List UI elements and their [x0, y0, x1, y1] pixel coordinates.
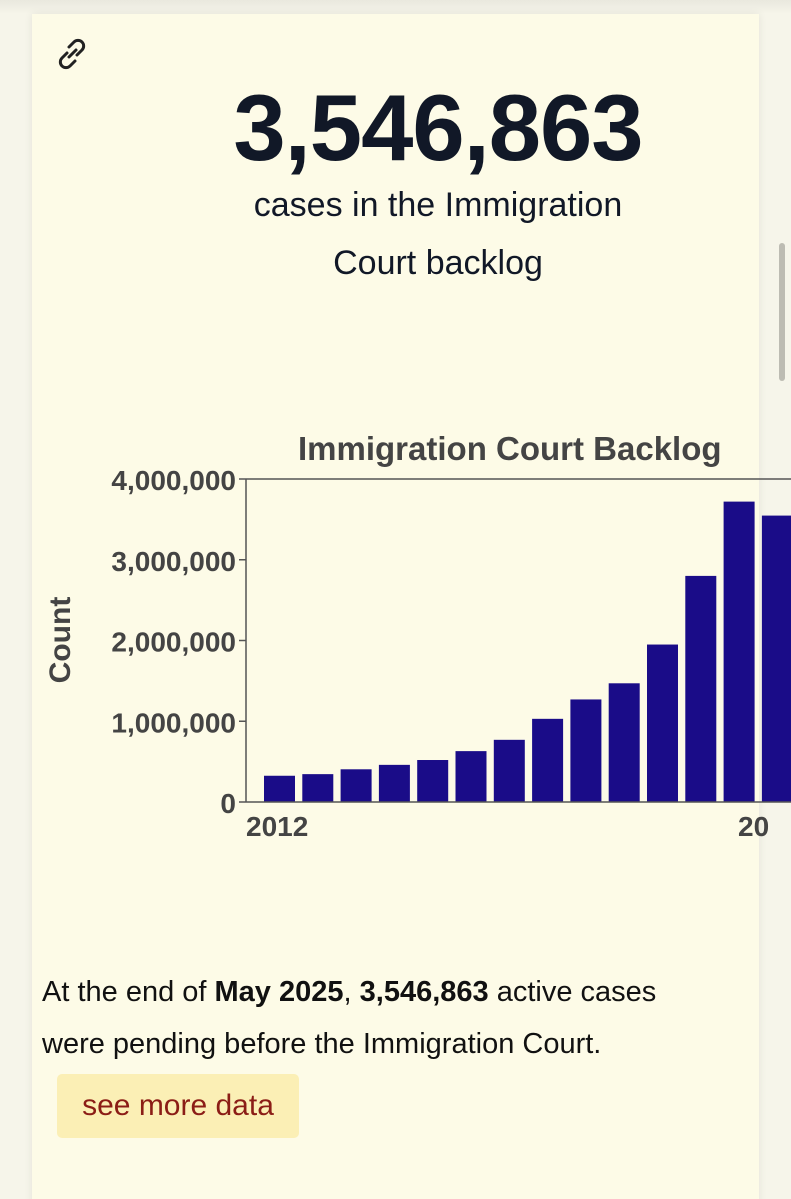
chart-bar[interactable] [417, 760, 449, 802]
backlog-card: 3,546,863 cases in the Immigration Court… [32, 14, 759, 1199]
chart-y-axis: 0 1,000,000 2,000,000 3,000,000 4,000,000 [111, 465, 791, 819]
summary-line1: At the end of May 2025, 3,546,863 active… [42, 966, 762, 1018]
chart-bar[interactable] [264, 775, 295, 802]
summary-month: May 2025 [214, 976, 344, 1008]
chart-title: Immigration Court Backlog [298, 430, 722, 467]
chart-x-tick-label: 2012 [246, 811, 308, 842]
summary-prefix: At the end of [42, 976, 215, 1008]
summary-comma: , [343, 976, 360, 1008]
chart-bar[interactable] [532, 718, 564, 802]
chart-bar[interactable] [685, 575, 717, 802]
scrollbar-thumb[interactable] [779, 243, 785, 381]
chart-bar[interactable] [570, 699, 602, 802]
chart-bar[interactable] [723, 501, 755, 802]
chart-y-tick-label: 2,000,000 [111, 627, 236, 658]
chart-x-axis: 2012 20 [246, 801, 791, 842]
chart-y-tick-label: 3,000,000 [111, 546, 236, 577]
link-icon[interactable] [52, 34, 92, 74]
backlog-label: cases in the Immigration Court backlog [220, 176, 656, 292]
chart-bar[interactable] [647, 644, 678, 802]
chart-bar[interactable] [608, 683, 640, 802]
chart-bar[interactable] [340, 769, 372, 802]
summary-line2: were pending before the Immigration Cour… [42, 1028, 602, 1060]
chart-y-tick-label: 4,000,000 [111, 465, 236, 496]
top-shadow [0, 0, 791, 14]
summary-paragraph: At the end of May 2025, 3,546,863 active… [42, 966, 762, 1070]
see-more-data-button[interactable]: see more data [57, 1074, 299, 1138]
backlog-total: 3,546,863 [233, 75, 643, 180]
chart-y-tick-label: 1,000,000 [111, 707, 236, 738]
summary-suffix: active cases [488, 976, 657, 1008]
chart-x-tick-label: 20 [738, 811, 769, 842]
chart-bar[interactable] [761, 515, 791, 802]
backlog-label-line1: cases in the Immigration [253, 186, 623, 224]
backlog-label-line2: Court backlog [333, 244, 543, 282]
summary-count: 3,546,863 [359, 976, 489, 1008]
chart-bar[interactable] [455, 751, 487, 802]
chart-y-axis-label: Count [44, 597, 77, 684]
chart-bar[interactable] [378, 764, 410, 802]
chart-bar[interactable] [302, 774, 334, 802]
chart-bar[interactable] [493, 739, 525, 802]
backlog-chart: Immigration Court Backlog Count 0 1,000,0… [44, 430, 791, 842]
chart-y-tick-label: 0 [220, 788, 236, 819]
chart-bars [264, 501, 791, 802]
